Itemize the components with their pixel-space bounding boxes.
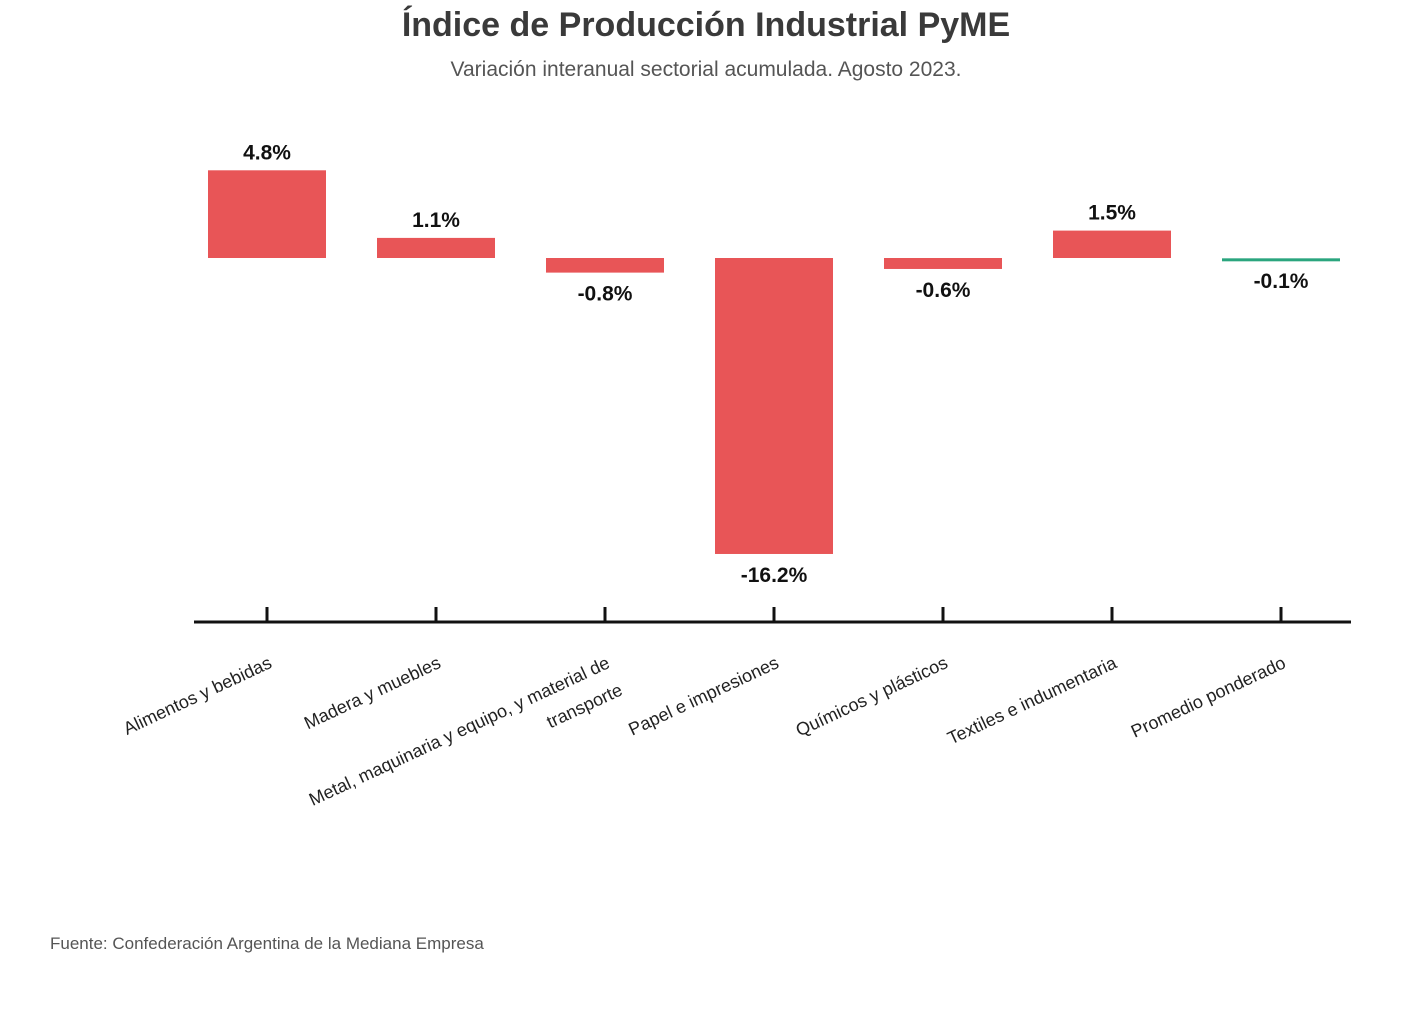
x-tick-label: Químicos y plásticos bbox=[793, 652, 951, 740]
x-tick-label: Textiles e indumentaria bbox=[944, 652, 1120, 748]
data-label: 1.1% bbox=[412, 209, 460, 232]
x-tick-label: Metal, maquinaria y equipo, y material d… bbox=[306, 652, 625, 836]
data-label: -0.8% bbox=[578, 283, 633, 306]
x-tick-label: Alimentos y bebidas bbox=[120, 652, 274, 738]
x-tick-label: Promedio ponderado bbox=[1128, 652, 1289, 741]
bar bbox=[884, 258, 1002, 269]
bar bbox=[377, 237, 495, 258]
data-label: -0.6% bbox=[916, 279, 971, 302]
x-tick-label: Madera y muebles bbox=[301, 652, 444, 733]
data-label: -16.2% bbox=[741, 564, 808, 587]
bar bbox=[546, 258, 664, 273]
bar-average bbox=[1222, 258, 1340, 262]
data-label: 1.5% bbox=[1088, 202, 1136, 225]
bar bbox=[715, 258, 833, 554]
source-note: Fuente: Confederación Argentina de la Me… bbox=[50, 934, 484, 953]
chart-subtitle: Variación interanual sectorial acumulada… bbox=[450, 58, 962, 81]
bar bbox=[208, 170, 326, 258]
bar bbox=[1053, 230, 1171, 258]
data-label: -0.1% bbox=[1254, 270, 1309, 293]
chart-title: Índice de Producción Industrial PyME bbox=[401, 6, 1011, 44]
x-tick-label: Papel e impresiones bbox=[625, 652, 781, 739]
data-label: 4.8% bbox=[243, 141, 291, 164]
